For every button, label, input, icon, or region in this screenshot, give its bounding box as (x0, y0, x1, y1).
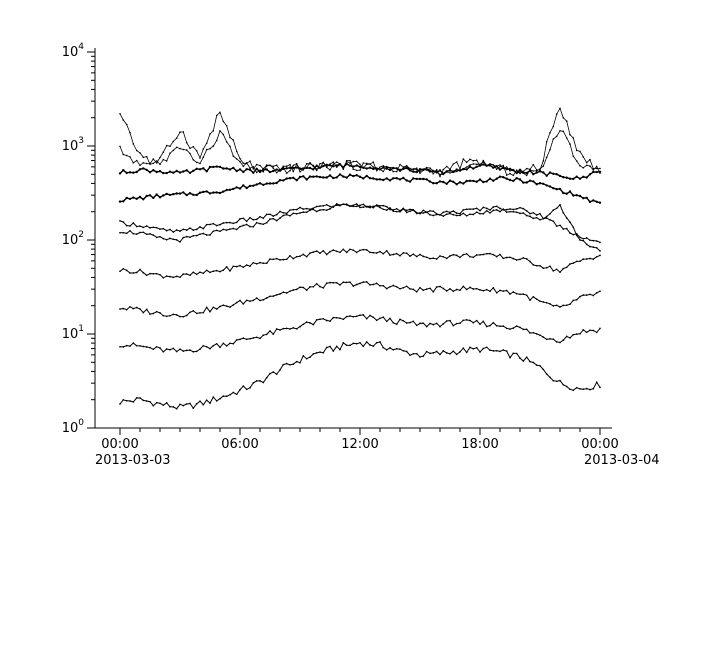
x-date-label: 2013-03-04 (584, 453, 660, 468)
series-line (119, 314, 601, 353)
y-tick-label: 100 (62, 418, 85, 436)
series-trace-08 (118, 162, 602, 181)
x-tick-label: 00:00 (581, 437, 618, 452)
x-tick-label: 00:00 (101, 437, 138, 452)
series-line (120, 203, 601, 252)
axis-labels: 100 101 102 103 104 00:00 06:00 12:00 18:00 00:00… (62, 42, 660, 468)
y-tick-label: 102 (62, 230, 84, 248)
y-tick-label: 104 (62, 42, 85, 60)
x-date-label: 2013-03-03 (95, 453, 171, 468)
series-trace-02 (119, 314, 601, 353)
series-trace-07 (118, 173, 602, 204)
plot-axes (87, 48, 612, 435)
series-trace-03 (119, 281, 601, 318)
x-tick-label: 12:00 (341, 437, 378, 452)
series-trace-04 (119, 248, 601, 279)
series-trace-09 (119, 107, 601, 178)
y-tick-label: 101 (62, 324, 84, 342)
series-line (119, 173, 601, 204)
series-trace-06 (119, 203, 601, 244)
plot-series (118, 107, 602, 410)
x-tick-label: 18:00 (461, 437, 498, 452)
y-tick-label: 103 (62, 136, 84, 154)
x-tick-label: 06:00 (221, 437, 258, 452)
series-trace-05 (119, 203, 601, 252)
series-line (119, 341, 601, 410)
series-line (119, 281, 601, 318)
series-trace-01 (119, 341, 601, 410)
series-line (119, 248, 601, 279)
series-trace-10 (119, 113, 601, 177)
